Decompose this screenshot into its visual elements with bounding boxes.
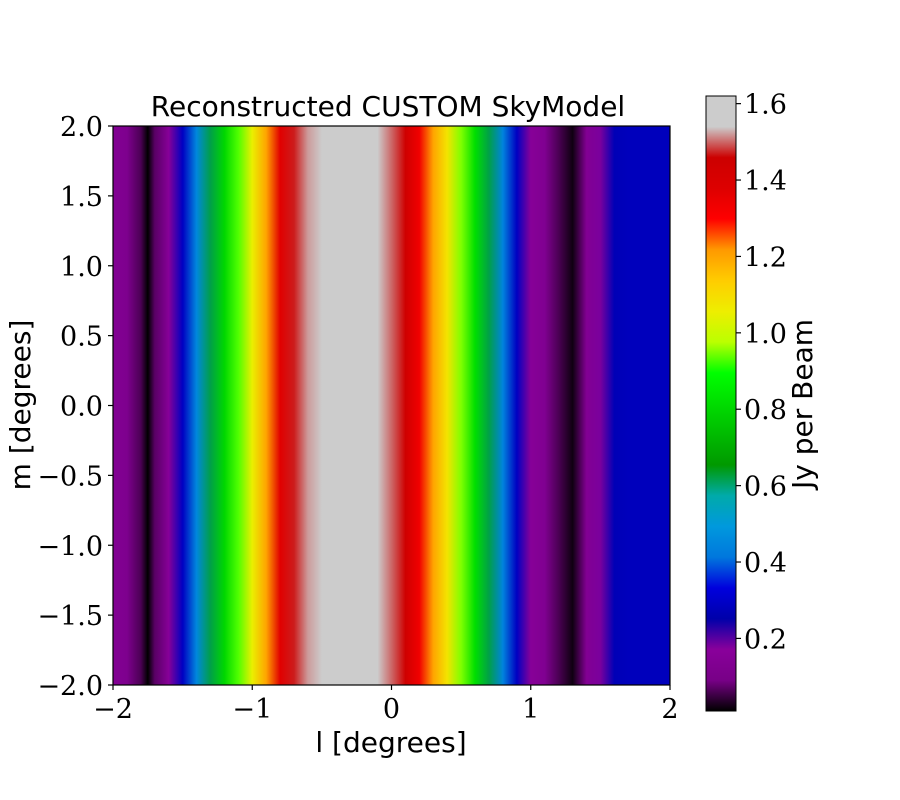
colorbar-tick-label: 1.0 bbox=[744, 319, 787, 350]
y-tick-label: −0.5 bbox=[37, 461, 103, 492]
y-tick-label: 1.5 bbox=[60, 182, 103, 213]
x-tick-label: −2 bbox=[93, 694, 133, 725]
y-tick-label: 0.0 bbox=[60, 392, 103, 423]
colorbar-tick-label: 1.6 bbox=[744, 90, 787, 121]
colorbar-fill bbox=[706, 96, 736, 711]
x-axis: −2 −1 0 1 2 bbox=[93, 685, 679, 725]
colorbar-tick-label: 1.2 bbox=[744, 242, 787, 273]
y-tick-label: 0.5 bbox=[60, 322, 103, 353]
colorbar-tick-label: 0.4 bbox=[744, 548, 787, 579]
colorbar-tick-label: 1.4 bbox=[744, 166, 787, 197]
x-tick-label: 2 bbox=[661, 694, 678, 725]
y-axis-label: m [degrees] bbox=[4, 320, 37, 491]
y-axis: 2.0 1.5 1.0 0.5 0.0 −0.5 −1.0 −1.5 −2.0 bbox=[37, 112, 113, 702]
y-tick-label: −2.0 bbox=[37, 671, 103, 702]
y-tick-label: −1.0 bbox=[37, 531, 103, 562]
y-tick-label: 1.0 bbox=[60, 252, 103, 283]
x-tick-label: 0 bbox=[383, 694, 400, 725]
x-tick-label: 1 bbox=[522, 694, 539, 725]
x-tick-label: −1 bbox=[232, 694, 272, 725]
colorbar-tick-label: 0.6 bbox=[744, 472, 787, 503]
colorbar-frame bbox=[705, 95, 737, 712]
y-tick-label: 2.0 bbox=[60, 112, 103, 143]
heatmap-image bbox=[113, 126, 670, 685]
x-axis-label: l [degrees] bbox=[315, 726, 466, 759]
colorbar-label: Jy per Beam bbox=[786, 319, 819, 491]
y-tick-label: −1.5 bbox=[37, 601, 103, 632]
colorbar-ticks: 0.2 0.4 0.6 0.8 1.0 1.2 1.4 1.6 bbox=[736, 90, 787, 655]
heatmap-fill bbox=[113, 126, 670, 685]
colorbar: 0.2 0.4 0.6 0.8 1.0 1.2 1.4 1.6 Jy per Beam bbox=[705, 90, 819, 712]
chart-title: Reconstructed CUSTOM SkyModel bbox=[151, 90, 625, 123]
colorbar-tick-label: 0.2 bbox=[744, 624, 787, 655]
colorbar-tick-label: 0.8 bbox=[744, 395, 787, 426]
